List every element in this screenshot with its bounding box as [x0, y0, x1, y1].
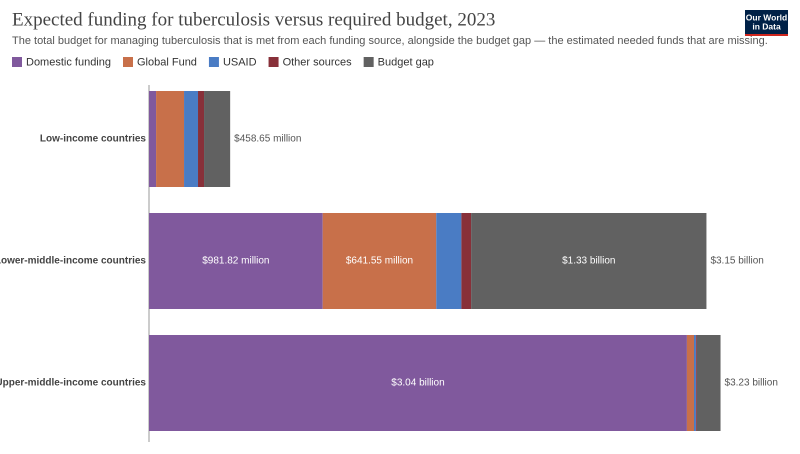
- bar-segment: [693, 335, 696, 431]
- category-label: Upper-middle-income countries: [0, 378, 146, 389]
- legend-label: Domestic funding: [26, 56, 111, 68]
- total-label: $458.65 million: [234, 134, 301, 145]
- bar-segment: [461, 213, 472, 309]
- value-label: $641.55 million: [346, 256, 413, 267]
- legend-swatch: [363, 57, 374, 67]
- bar-segment: [696, 335, 721, 431]
- legend-swatch: [208, 57, 219, 67]
- legend-label: Global Fund: [137, 56, 197, 68]
- bar-segment: [686, 335, 694, 431]
- legend-label: USAID: [223, 56, 257, 68]
- bar-segment: [322, 213, 437, 309]
- legend-swatch: [12, 57, 22, 67]
- bar-segment: [149, 91, 157, 187]
- value-label: $1.33 billion: [562, 256, 615, 267]
- logo-bar: [745, 34, 788, 36]
- total-label: $3.15 billion: [710, 256, 763, 267]
- bar-segment: [149, 213, 323, 309]
- bar-segment: [436, 213, 462, 309]
- bar-segment: [184, 91, 199, 187]
- category-label: Low-income countries: [40, 134, 147, 145]
- bar-segment: [156, 91, 185, 187]
- bar-segment: [149, 335, 687, 431]
- category-label: Lower-middle-income countries: [0, 256, 146, 267]
- legend-swatch: [123, 57, 133, 67]
- chart-title: Expected funding for tuberculosis versus…: [12, 9, 495, 30]
- legend-label: Budget gap: [378, 56, 434, 68]
- bar-segment: [204, 91, 231, 187]
- legend-swatch: [268, 57, 279, 67]
- total-label: $3.23 billion: [725, 378, 778, 389]
- value-label: $3.04 billion: [391, 378, 444, 389]
- logo-box: [745, 10, 788, 36]
- bar-segment: [695, 335, 697, 431]
- value-label: $981.82 million: [202, 256, 269, 267]
- logo-text: Our World: [746, 12, 787, 22]
- chart-subtitle: The total budget for managing tuberculos…: [12, 35, 768, 47]
- bar-segment: [471, 213, 707, 309]
- legend-label: Other sources: [283, 56, 353, 68]
- logo-text: in Data: [752, 21, 781, 31]
- bar-segment: [198, 91, 205, 187]
